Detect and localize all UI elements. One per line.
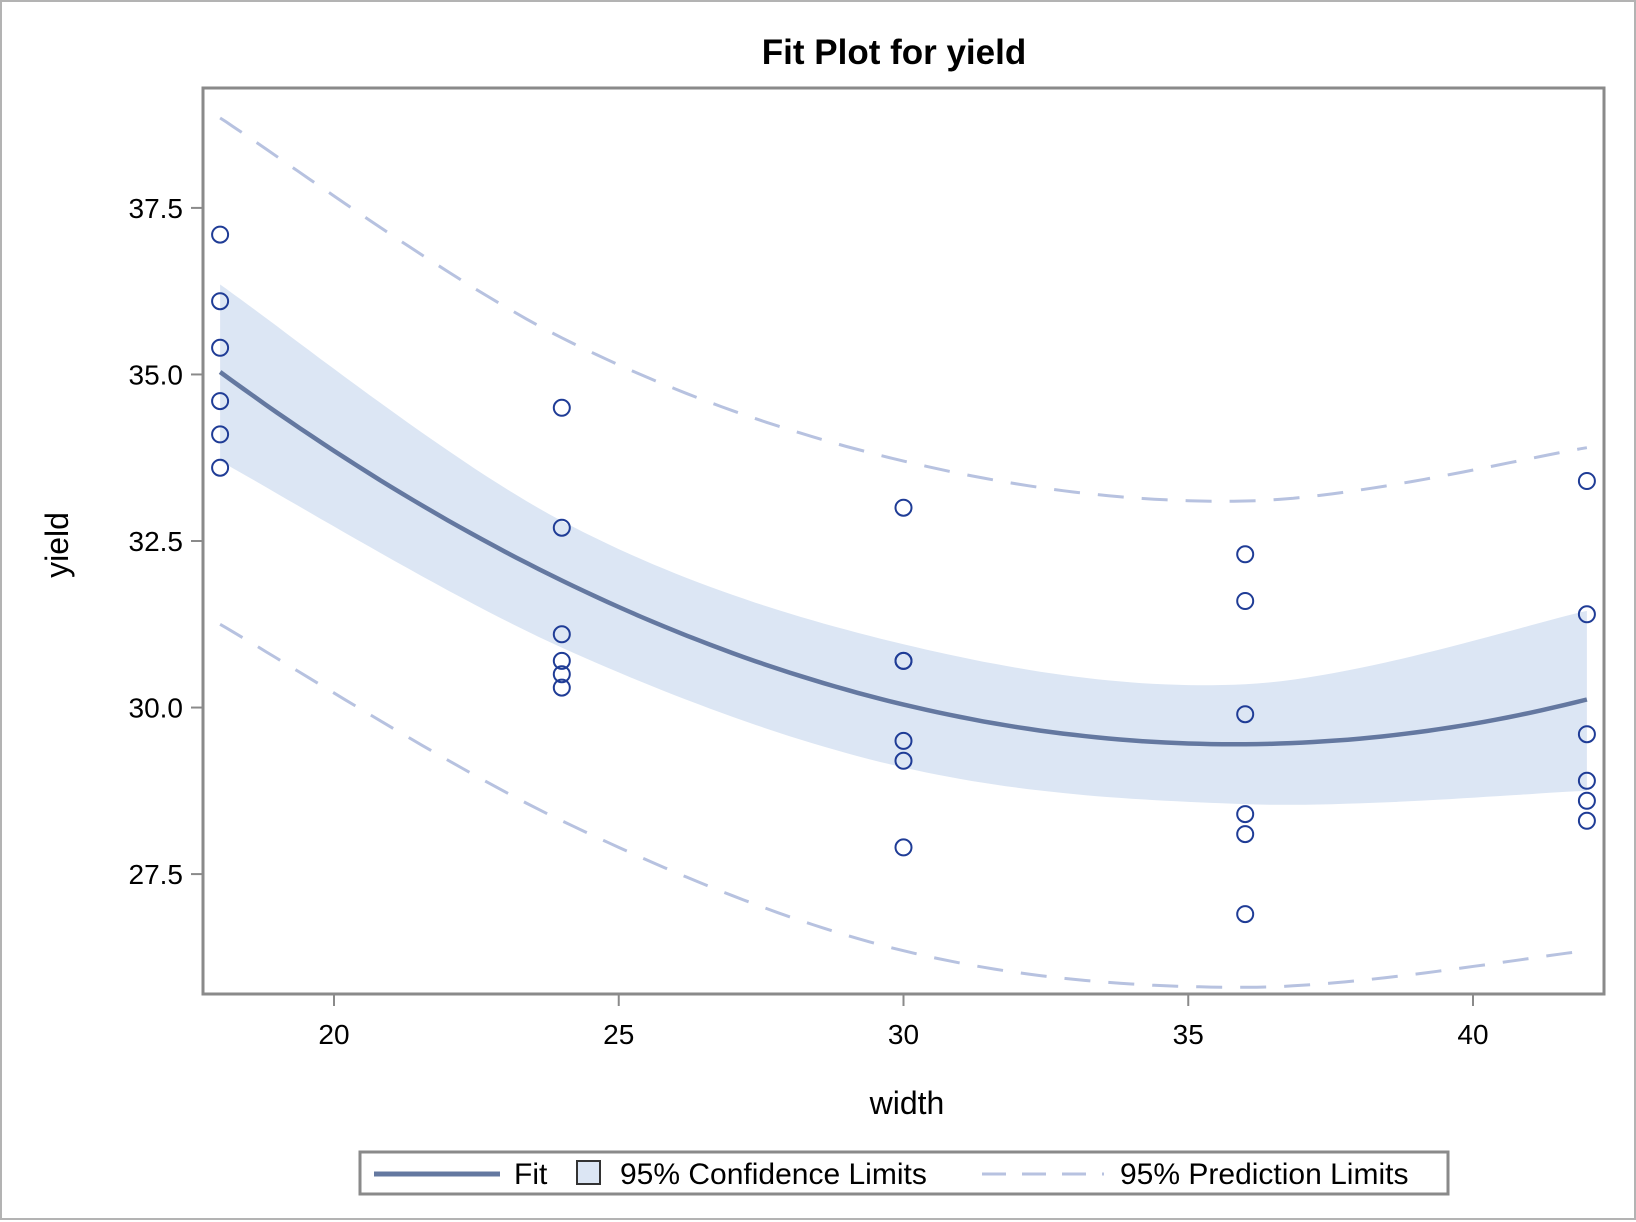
x-tick-label: 25	[603, 1019, 634, 1050]
chart-title: Fit Plot for yield	[762, 33, 1026, 72]
lines-layer	[218, 116, 1588, 989]
data-point	[211, 338, 230, 357]
legend-confidence-label: 95% Confidence Limits	[620, 1158, 927, 1191]
data-point	[894, 838, 913, 857]
data-point	[1577, 725, 1596, 744]
y-axis-ticks: 27.5 30.0 32.5 35.0 37.5	[129, 193, 203, 890]
legend-fit-label: Fit	[514, 1158, 548, 1191]
prediction-limit-upper	[219, 116, 1588, 503]
data-point	[211, 458, 230, 477]
y-tick-label: 35.0	[129, 359, 184, 390]
y-tick-label: 30.0	[129, 693, 184, 724]
data-point	[211, 225, 230, 244]
data-point	[1236, 825, 1255, 844]
data-point	[552, 678, 571, 697]
x-tick-label: 30	[888, 1019, 919, 1050]
y-tick-label: 27.5	[129, 859, 184, 890]
data-point	[1577, 771, 1596, 790]
data-point	[552, 398, 571, 417]
data-point	[1236, 592, 1255, 610]
data-point	[1236, 905, 1255, 924]
data-point	[894, 651, 913, 670]
x-axis-ticks: 20 25 30 35 40	[318, 994, 1489, 1050]
data-point	[1577, 811, 1596, 830]
prediction-limit-lower	[219, 622, 1588, 989]
legend-prediction-label: 95% Prediction Limits	[1120, 1158, 1408, 1191]
data-point	[894, 498, 913, 517]
data-point	[552, 625, 571, 644]
legend-confidence-swatch	[576, 1160, 601, 1185]
data-point	[1236, 545, 1255, 564]
x-tick-label: 20	[318, 1019, 349, 1050]
data-point	[1577, 791, 1596, 810]
x-tick-label: 35	[1173, 1019, 1204, 1050]
data-point	[1577, 472, 1596, 490]
fit-line	[218, 370, 1588, 747]
legend-box	[358, 1150, 1450, 1196]
y-tick-label: 37.5	[129, 193, 184, 224]
data-point	[552, 651, 571, 670]
data-point	[1236, 805, 1255, 824]
confidence-band	[220, 284, 1587, 805]
x-axis-label: width	[869, 1085, 945, 1121]
y-tick-label: 32.5	[129, 526, 184, 557]
data-point	[894, 731, 913, 750]
bands-layer	[220, 284, 1587, 805]
points-layer	[211, 225, 1596, 924]
y-axis-label: yield	[39, 512, 75, 578]
data-point	[1577, 605, 1596, 624]
data-point	[211, 425, 230, 444]
data-point	[211, 292, 230, 311]
data-point	[894, 751, 913, 770]
data-point	[552, 518, 571, 537]
data-point	[552, 665, 571, 684]
x-tick-label: 40	[1457, 1019, 1488, 1050]
data-point	[1236, 705, 1255, 724]
data-point	[211, 392, 230, 411]
legend: Fit 95% Confidence Limits 95% Prediction…	[358, 1150, 1450, 1196]
